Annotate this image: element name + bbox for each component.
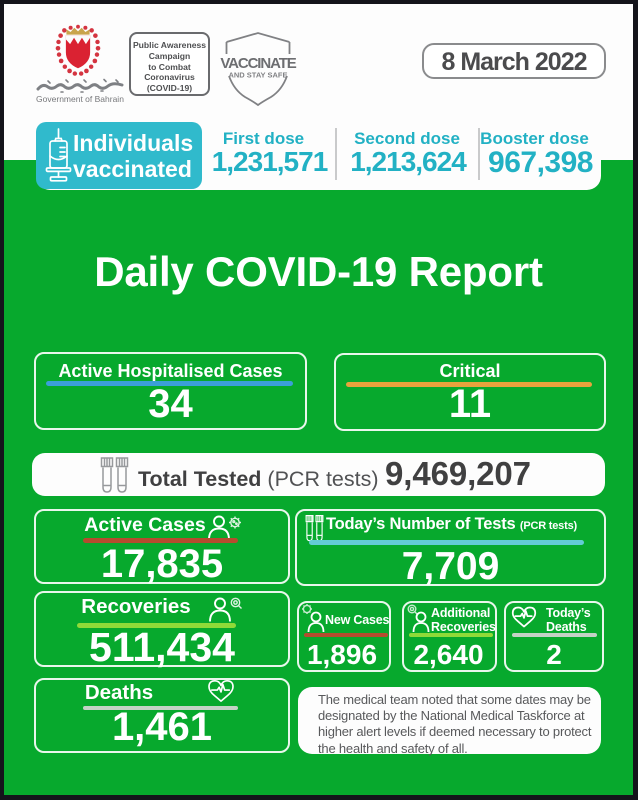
svg-text:VACCINATE: VACCINATE	[220, 55, 296, 72]
svg-text:AND STAY SAFE: AND STAY SAFE	[228, 71, 287, 80]
